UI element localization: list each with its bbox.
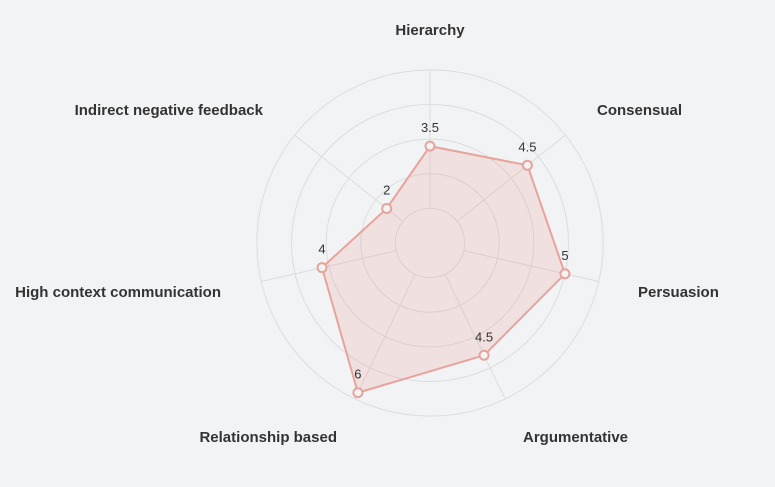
category-label: Hierarchy [395, 22, 465, 39]
series-area [320, 144, 567, 394]
value-label: 4.5 [518, 139, 536, 154]
category-label: High context communication [15, 284, 221, 301]
spoke-5 [354, 273, 416, 400]
data-point [559, 268, 571, 280]
value-label: 4 [318, 242, 325, 257]
category-label: Argumentative [523, 429, 628, 446]
category-label: Consensual [597, 102, 682, 119]
data-point [424, 140, 436, 152]
value-label: 5 [561, 248, 568, 263]
spoke-3 [463, 250, 599, 283]
category-label: Relationship based [199, 429, 337, 446]
category-label: Persuasion [638, 284, 719, 301]
data-point [316, 262, 328, 274]
data-point [521, 159, 533, 171]
value-label: 6 [354, 367, 361, 382]
category-label: Indirect negative feedback [75, 102, 264, 119]
data-point [478, 349, 490, 361]
spoke-6 [261, 250, 397, 283]
value-label: 2 [383, 182, 390, 197]
spoke-4 [444, 273, 506, 400]
spoke-2 [456, 134, 566, 222]
data-point [381, 202, 393, 214]
value-label: 4.5 [475, 329, 493, 344]
data-point [352, 387, 364, 399]
value-label: 3.5 [421, 120, 439, 135]
